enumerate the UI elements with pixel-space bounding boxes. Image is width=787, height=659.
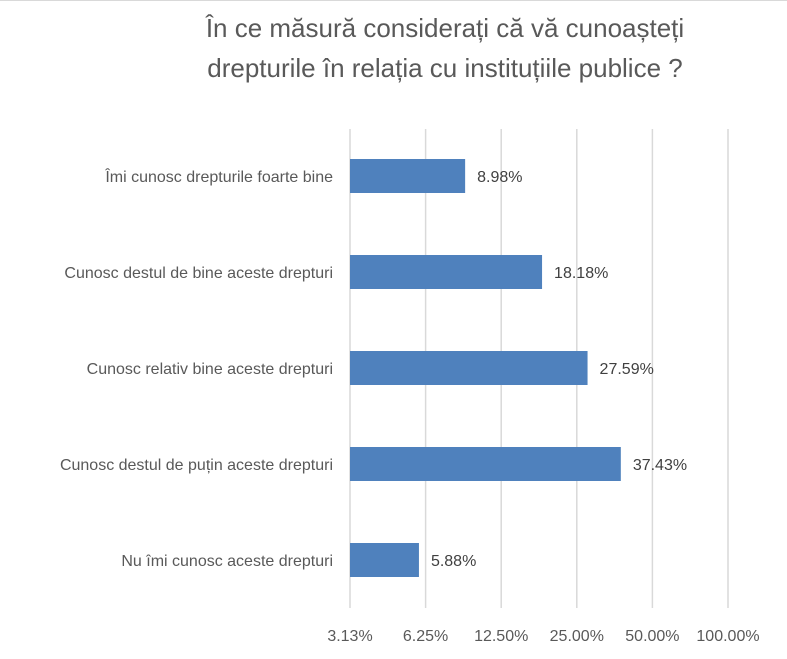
x-tick-label: 3.13% — [327, 628, 372, 645]
category-label: Cunosc relativ bine aceste drepturi — [87, 361, 333, 378]
bar — [350, 447, 621, 481]
category-label: Cunosc destul de bine aceste drepturi — [64, 265, 333, 282]
x-tick-label: 50.00% — [625, 628, 679, 645]
data-label: 37.43% — [633, 457, 687, 474]
data-label: 27.59% — [600, 361, 654, 378]
chart-title-line-2: drepturile în relația cu instituțiile pu… — [207, 53, 683, 83]
data-label: 5.88% — [431, 553, 476, 570]
category-label: Îmi cunosc drepturile foarte bine — [104, 167, 333, 186]
bar — [350, 255, 543, 289]
bar — [350, 351, 588, 385]
chart-title-line-1: În ce măsură considerați că vă cunoașteț… — [205, 13, 685, 43]
bar — [350, 159, 466, 193]
x-tick-label: 12.50% — [474, 628, 528, 645]
data-label: 8.98% — [477, 169, 522, 186]
x-tick-label: 25.00% — [550, 628, 604, 645]
bar — [350, 543, 419, 577]
category-label: Nu îmi cunosc aceste drepturi — [121, 553, 333, 570]
data-label: 18.18% — [554, 265, 608, 282]
category-label: Cunosc destul de puțin aceste drepturi — [60, 457, 333, 474]
x-tick-label: 6.25% — [403, 628, 448, 645]
x-tick-label: 100.00% — [696, 628, 759, 645]
